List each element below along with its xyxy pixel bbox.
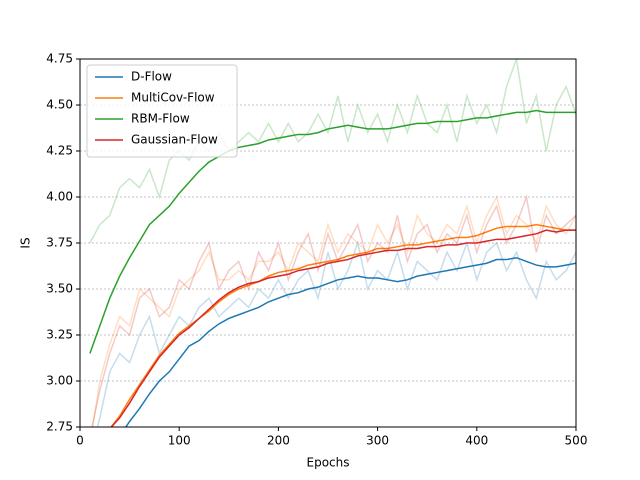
x-tick-label: 500 (565, 434, 588, 448)
smoothed-line (124, 256, 576, 427)
legend-label: D-Flow (131, 70, 172, 84)
smoothed-line (89, 109, 576, 354)
legend-box (86, 64, 238, 158)
y-tick-label: 2.75 (46, 420, 73, 434)
legend-label: MultiCov-Flow (131, 91, 215, 105)
plot-area (89, 59, 576, 427)
x-tick-label: 200 (267, 434, 290, 448)
legend: D-Flow MultiCov-Flow RBM-Flow Gaussian-Flow (86, 64, 238, 158)
ticks: 2.75 3.00 3.25 3.50 3.75 4.00 4.25 4.50 4.75 0 100… (46, 52, 587, 448)
y-tick-label: 3.75 (46, 236, 73, 250)
x-tick-label: 300 (366, 434, 389, 448)
y-tick-label: 3.25 (46, 328, 73, 342)
y-tick-label: 4.50 (46, 98, 73, 112)
y-tick-label: 3.50 (46, 282, 73, 296)
smoothed-line (110, 229, 576, 427)
raw-line (91, 194, 576, 427)
y-axis-label: IS (19, 237, 33, 248)
x-axis-label: Epochs (307, 456, 350, 470)
y-tick-label: 4.00 (46, 190, 73, 204)
legend-label: Gaussian-Flow (131, 133, 218, 147)
x-tick-label: 0 (76, 434, 84, 448)
smoothed-line (110, 223, 576, 427)
raw-line (91, 194, 576, 427)
legend-label: RBM-Flow (131, 112, 190, 126)
y-tick-label: 4.75 (46, 52, 73, 66)
y-tick-label: 3.00 (46, 374, 73, 388)
y-tick-label: 4.25 (46, 144, 73, 158)
x-tick-label: 100 (168, 434, 191, 448)
raw-line (89, 59, 576, 244)
x-tick-label: 400 (465, 434, 488, 448)
raw-line (96, 240, 576, 427)
